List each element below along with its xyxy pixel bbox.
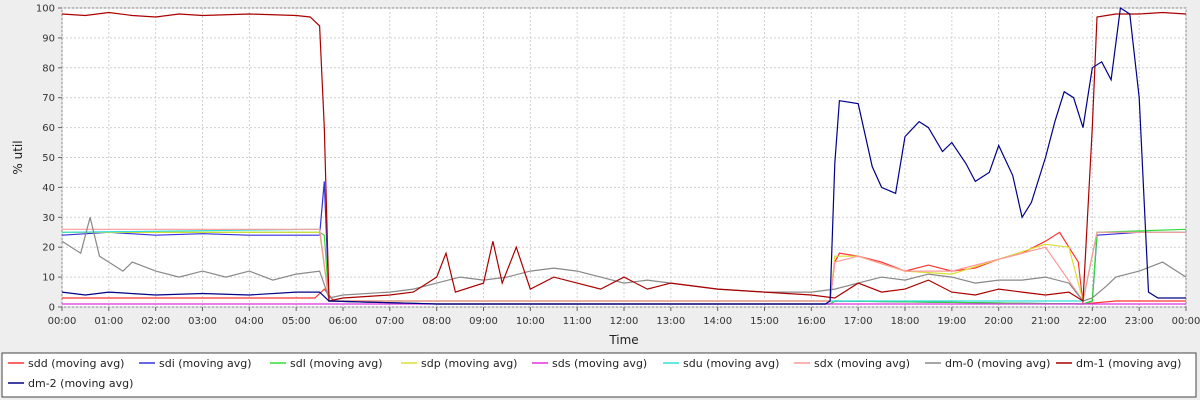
x-tick-label: 10:00 bbox=[516, 316, 545, 327]
y-tick-label: 50 bbox=[42, 153, 55, 164]
x-tick-label: 19:00 bbox=[937, 316, 966, 327]
y-tick-label: 70 bbox=[42, 93, 55, 104]
x-tick-label: 08:00 bbox=[422, 316, 451, 327]
y-tick-label: 40 bbox=[42, 183, 55, 194]
y-tick-label: 10 bbox=[42, 273, 55, 284]
series-line-dm-1 bbox=[61, 11, 1187, 303]
legend-entry: sdd (moving avg) bbox=[28, 357, 124, 370]
legend-entry: sdl (moving avg) bbox=[290, 357, 383, 370]
series-lines bbox=[61, 6, 1187, 305]
x-tick-label: 22:00 bbox=[1078, 316, 1107, 327]
x-tick-label: 01:00 bbox=[94, 316, 123, 327]
legend-entry: dm-1 (moving avg) bbox=[1076, 357, 1181, 370]
x-tick-label: 12:00 bbox=[610, 316, 639, 327]
x-tick-label: 00:00 bbox=[48, 316, 77, 327]
x-tick-label: 14:00 bbox=[703, 316, 732, 327]
y-tick-label: 100 bbox=[36, 4, 55, 15]
legend-box bbox=[1, 352, 1197, 398]
y-tick-label: 0 bbox=[49, 303, 55, 314]
x-axis: 00:00 01:00 02:00 03:00 04:00 05:00 06:00 07:00… bbox=[48, 307, 1200, 327]
x-tick-label: 03:00 bbox=[188, 316, 217, 327]
x-axis-title: Time bbox=[608, 333, 638, 347]
y-tick-label: 20 bbox=[42, 243, 55, 254]
x-tick-label: 09:00 bbox=[469, 316, 498, 327]
x-tick-label: 02:00 bbox=[141, 316, 170, 327]
legend-entry: dm-2 (moving avg) bbox=[28, 377, 133, 390]
x-tick-label: 17:00 bbox=[844, 316, 873, 327]
legend-entry: sds (moving avg) bbox=[552, 357, 647, 370]
x-tick-label: 07:00 bbox=[375, 316, 404, 327]
series-line-dm-0 bbox=[61, 217, 1187, 302]
legend-entry: sdp (moving avg) bbox=[421, 357, 517, 370]
legend-entry: dm-0 (moving avg) bbox=[945, 357, 1050, 370]
x-tick-label: 13:00 bbox=[656, 316, 685, 327]
legend-entry: sdu (moving avg) bbox=[683, 357, 779, 370]
x-tick-label: 06:00 bbox=[329, 316, 358, 327]
x-tick-label: 23:00 bbox=[1125, 316, 1154, 327]
x-tick-label: 05:00 bbox=[282, 316, 311, 327]
y-axis: 0 10 20 30 40 50 60 70 80 90 100 bbox=[36, 4, 62, 314]
series-line-dm-2 bbox=[61, 6, 1186, 305]
legend-entry: sdi (moving avg) bbox=[159, 357, 252, 370]
x-tick-label: 21:00 bbox=[1031, 316, 1060, 327]
x-tick-label: 20:00 bbox=[984, 316, 1013, 327]
y-tick-label: 30 bbox=[42, 213, 55, 224]
x-tick-label: 04:00 bbox=[235, 316, 264, 327]
y-tick-label: 80 bbox=[42, 63, 55, 74]
y-axis-title: % util bbox=[11, 140, 25, 174]
x-tick-label: 16:00 bbox=[797, 316, 826, 327]
legend-entry: sdx (moving avg) bbox=[814, 357, 910, 370]
x-tick-label: 00:00 bbox=[1172, 316, 1200, 327]
x-tick-label: 11:00 bbox=[563, 316, 592, 327]
x-tick-label: 18:00 bbox=[891, 316, 920, 327]
y-tick-label: 90 bbox=[42, 33, 55, 44]
x-tick-label: 15:00 bbox=[750, 316, 779, 327]
legend: sdd (moving avg) sdi (moving avg) sdl (mov… bbox=[8, 357, 1181, 390]
y-tick-label: 60 bbox=[42, 123, 55, 134]
